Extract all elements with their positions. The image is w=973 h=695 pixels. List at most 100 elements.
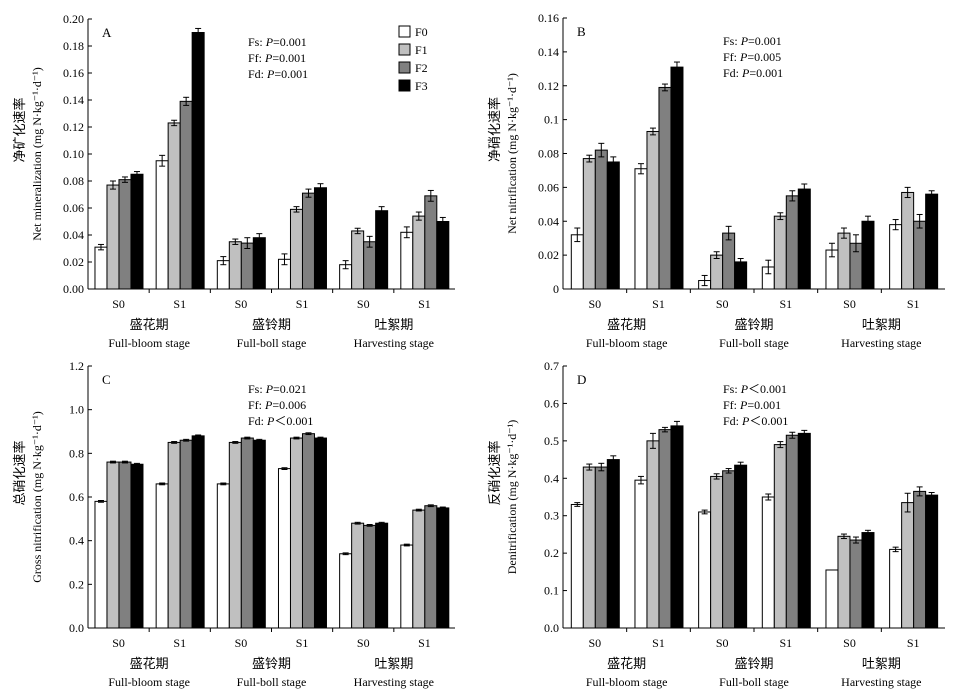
bar-f2 [722,232,736,290]
stat-label: Fs: [248,382,266,396]
y-tick-label: 0.12 [63,120,84,134]
stat-p: P [740,34,749,48]
x-tick-label: S0 [588,297,601,311]
x-tick-label: S0 [843,297,856,311]
bar-f2 [658,429,672,629]
stat-value: =0.006 [272,398,306,412]
y-tick-label: 0.16 [538,11,559,25]
stat-label: Fd: [723,414,742,428]
y-tick-label: 0.06 [538,180,559,194]
stat-label: Ff: [723,398,740,412]
y-tick-label: 0.0 [544,621,559,635]
bar-f2 [594,466,608,629]
y-tick-label: 0.8 [69,446,84,460]
stat-label: Fd: [248,414,267,428]
x-tick-label: S1 [652,636,665,650]
y-tick-label: 0.6 [69,490,84,504]
stat-value: =0.001 [272,51,306,65]
y-tick-label: 0.4 [544,471,559,485]
stat-value: =0.001 [748,34,782,48]
bar-f0 [570,503,584,629]
y-tick-label: 0.12 [538,79,559,93]
bar-f0 [825,569,839,629]
stat-line: Fd: P＜0.001 [723,414,788,428]
stage-label-en: Harvesting stage [841,675,921,689]
stat-p: P [264,398,273,412]
stage-label-cn: 吐絮期 [374,656,413,671]
stat-label: Fs: [248,35,266,49]
y-axis-title-cn: 反硝化速率 [487,440,502,505]
bar-f3 [375,522,389,629]
bar-f2 [849,539,863,629]
panel-letter: C [102,372,111,387]
x-tick-label: S0 [588,636,601,650]
legend-label: F0 [415,25,428,39]
y-tick-label: 0.5 [544,434,559,448]
stage-label-cn: 吐絮期 [374,317,413,332]
stat-value: =0.001 [749,66,783,80]
chart-panel-d: 0.0 0.1 0.2 0.3 0.4 0.5 0.6 0.7 S0 S1 S0 S1 S0 S1 盛花期 F… [487,359,945,689]
stage-label-cn: 盛花期 [607,656,646,671]
stage-label-cn: 吐絮期 [862,656,901,671]
bar-f0 [216,483,230,629]
y-tick-label: 0.14 [63,93,84,107]
x-tick-label: S1 [907,636,920,650]
y-tick-label: 0.06 [63,201,84,215]
x-tick-label: S1 [173,297,186,311]
x-tick-label: S0 [235,297,248,311]
y-tick-label: 0.0 [69,621,84,635]
bar-f3 [925,494,939,629]
bar-f3 [861,532,875,629]
bar-f2 [913,490,927,629]
bar-f2 [240,437,254,629]
bar-f0 [570,234,584,290]
x-tick-label: S0 [843,636,856,650]
stat-p: P [265,382,274,396]
panel-letter: A [102,25,112,40]
stage-label-en: Harvesting stage [841,336,921,350]
bar-f3 [606,459,620,629]
stat-p: P [266,414,275,428]
bar-f1 [646,440,660,629]
y-tick-label: 0.10 [63,147,84,161]
y-axis-title-cn: 总硝化速率 [12,440,27,505]
y-axis-title: Gross nitrification (mg N·kg⁻¹·d⁻¹) [30,411,44,583]
stage-label-en: Full-bloom stage [586,675,668,689]
stage-label-en: Full-boll stage [237,336,307,350]
stage-label-cn: 盛铃期 [252,317,291,332]
stat-p: P [741,414,750,428]
x-tick-label: S1 [173,636,186,650]
y-tick-label: 1.2 [69,359,84,373]
stat-label: Ff: [723,50,740,64]
y-axis-title-cn: 净矿化速率 [12,97,27,162]
bar-f1 [710,475,724,629]
stat-label: Ff: [248,398,265,412]
x-tick-label: S1 [418,636,431,650]
stage-label-en: Full-boll stage [719,336,789,350]
stat-line: Fs: P＜0.001 [723,382,787,396]
stat-p: P [265,35,274,49]
stage-label-cn: 盛铃期 [734,656,773,671]
bar-f1 [901,502,915,629]
stat-line: Fd: P=0.001 [248,67,308,81]
bar-f2 [301,433,315,629]
legend-swatch-f1 [398,43,411,56]
stat-line: Ff: P=0.006 [248,398,306,412]
x-tick-label: S0 [716,297,729,311]
stat-value: =0.001 [274,67,308,81]
y-tick-label: 0.7 [544,359,559,373]
y-tick-label: 0.4 [69,534,84,548]
x-tick-label: S1 [907,297,920,311]
bar-f3 [252,237,266,290]
x-tick-label: S1 [418,297,431,311]
stage-label-en: Full-bloom stage [108,336,190,350]
x-tick-label: S1 [296,636,309,650]
stat-value: =0.001 [747,398,781,412]
stage-label-cn: 盛铃期 [252,656,291,671]
stat-value: ＜0.001 [748,382,787,396]
stage-label-cn: 吐絮期 [862,317,901,332]
stat-line: Fd: P=0.001 [723,66,783,80]
bar-f2 [913,220,927,290]
bar-f3 [313,437,327,629]
